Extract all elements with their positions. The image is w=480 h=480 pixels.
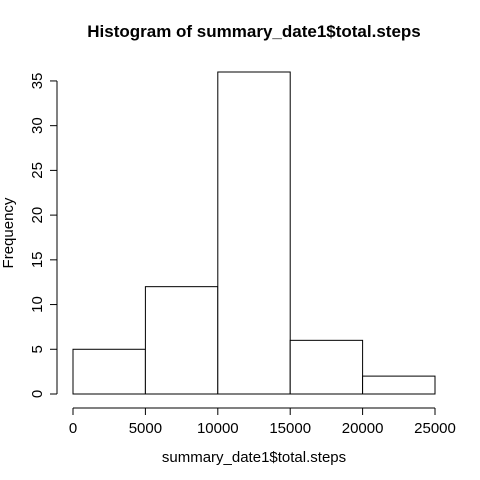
y-tick-label: 10 <box>29 296 46 313</box>
histogram-bar-2 <box>218 72 290 394</box>
x-axis-label: summary_date1$total.steps <box>162 449 346 466</box>
y-tick-label: 35 <box>29 73 46 90</box>
y-tick-label: 25 <box>29 162 46 179</box>
histogram-bar-4 <box>363 376 435 394</box>
histogram-bars <box>73 72 435 394</box>
y-axis-label: Frequency <box>0 197 17 268</box>
y-tick-label: 20 <box>29 207 46 224</box>
histogram-bar-0 <box>73 349 145 394</box>
y-tick-label: 0 <box>29 390 46 398</box>
y-tick-label: 15 <box>29 251 46 268</box>
x-tick-label: 5000 <box>129 420 162 437</box>
histogram-bar-1 <box>145 287 217 394</box>
histogram-bar-3 <box>290 340 362 394</box>
x-tick-label: 10000 <box>197 420 239 437</box>
y-tick-label: 5 <box>29 345 46 353</box>
x-axis: 0 5000 10000 15000 20000 25000 <box>69 408 456 437</box>
x-tick-label: 15000 <box>269 420 311 437</box>
chart-title: Histogram of summary_date1$total.steps <box>87 22 421 41</box>
y-axis: 0 5 10 15 20 25 30 35 <box>29 73 57 399</box>
x-tick-label: 0 <box>69 420 77 437</box>
x-tick-label: 25000 <box>414 420 456 437</box>
x-tick-label: 20000 <box>342 420 384 437</box>
y-tick-label: 30 <box>29 117 46 134</box>
